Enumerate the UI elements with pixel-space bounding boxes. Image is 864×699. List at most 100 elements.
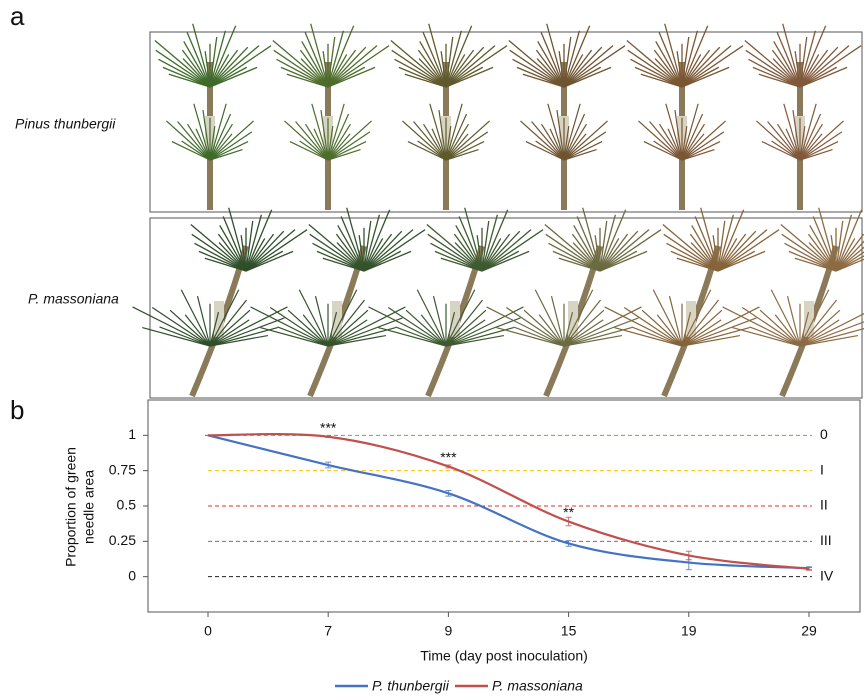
needle: [182, 58, 211, 88]
needle: [799, 148, 833, 161]
needle: [168, 73, 211, 88]
needle: [799, 313, 864, 347]
needle: [756, 120, 801, 161]
needle: [663, 233, 719, 272]
needle: [782, 23, 801, 88]
needle: [445, 148, 479, 161]
needle: [327, 120, 372, 161]
needle: [287, 309, 329, 347]
needle: [563, 319, 604, 347]
needle: [745, 49, 801, 88]
needle: [445, 54, 466, 88]
needle: [428, 23, 447, 88]
needle: [758, 73, 801, 88]
needle: [430, 242, 483, 272]
needle: [245, 250, 294, 272]
needle: [799, 334, 858, 347]
needle: [195, 128, 211, 161]
needle: [681, 45, 732, 88]
needle: [783, 103, 801, 161]
needle: [563, 30, 580, 88]
needle: [772, 58, 801, 88]
needle: [417, 140, 447, 161]
needle: [534, 289, 565, 347]
needle: [681, 113, 704, 161]
needle: [835, 258, 864, 272]
needle: [309, 233, 365, 272]
needle: [336, 242, 365, 272]
needle: [209, 46, 249, 88]
needle: [668, 295, 683, 347]
needle: [573, 225, 601, 272]
y-tick-label: 1: [128, 426, 136, 442]
needle: [774, 314, 801, 347]
needle: [556, 110, 565, 161]
needle: [643, 141, 683, 161]
needle: [327, 36, 336, 88]
needle: [799, 311, 810, 347]
needle: [576, 216, 601, 272]
needle: [681, 66, 730, 88]
needle: [464, 207, 483, 272]
needle: [741, 306, 801, 347]
needle: [835, 240, 864, 272]
needle: [260, 326, 329, 347]
needle: [512, 58, 565, 88]
needle: [327, 113, 350, 161]
needle: [634, 66, 683, 88]
needle: [209, 36, 218, 88]
needle: [202, 110, 211, 161]
needle: [563, 133, 587, 161]
needle: [563, 289, 594, 347]
needle: [154, 39, 211, 88]
needle: [308, 223, 365, 272]
needle: [311, 103, 329, 161]
y-tick-label: 0.5: [117, 497, 137, 513]
needle: [681, 30, 698, 88]
needle: [599, 229, 650, 272]
y-axis-label: needle area: [81, 470, 97, 544]
needle: [799, 113, 822, 161]
needle: [171, 141, 211, 161]
needle: [327, 334, 386, 347]
needle: [445, 126, 452, 161]
needle: [219, 225, 247, 272]
needle: [563, 299, 602, 347]
needle: [690, 242, 719, 272]
needle: [402, 120, 447, 161]
needle: [670, 250, 719, 272]
needle: [191, 233, 247, 272]
needle: [799, 133, 823, 161]
needle: [209, 54, 230, 88]
needle: [180, 289, 211, 347]
needle: [363, 233, 393, 272]
needle: [327, 326, 396, 347]
needle: [481, 209, 509, 272]
x-tick-label: 15: [561, 623, 577, 639]
significance: **: [563, 504, 574, 520]
needle: [305, 123, 329, 161]
needle: [445, 25, 473, 88]
needle: [209, 131, 253, 161]
needle: [780, 223, 837, 272]
needle: [346, 207, 365, 272]
needle: [445, 36, 454, 88]
needle: [455, 225, 483, 272]
needle: [544, 223, 601, 272]
needle: [536, 58, 565, 88]
needle: [445, 49, 475, 88]
needle: [166, 120, 211, 161]
needle: [523, 309, 565, 347]
needle: [427, 233, 483, 272]
needle: [538, 314, 565, 347]
needle: [327, 311, 338, 347]
needle: [245, 209, 273, 272]
needle: [445, 306, 524, 347]
needle: [476, 235, 483, 272]
needle: [432, 295, 447, 347]
needle: [181, 49, 211, 88]
needle: [794, 51, 801, 88]
needle: [563, 25, 591, 88]
needle: [228, 207, 247, 272]
needle: [481, 220, 490, 272]
